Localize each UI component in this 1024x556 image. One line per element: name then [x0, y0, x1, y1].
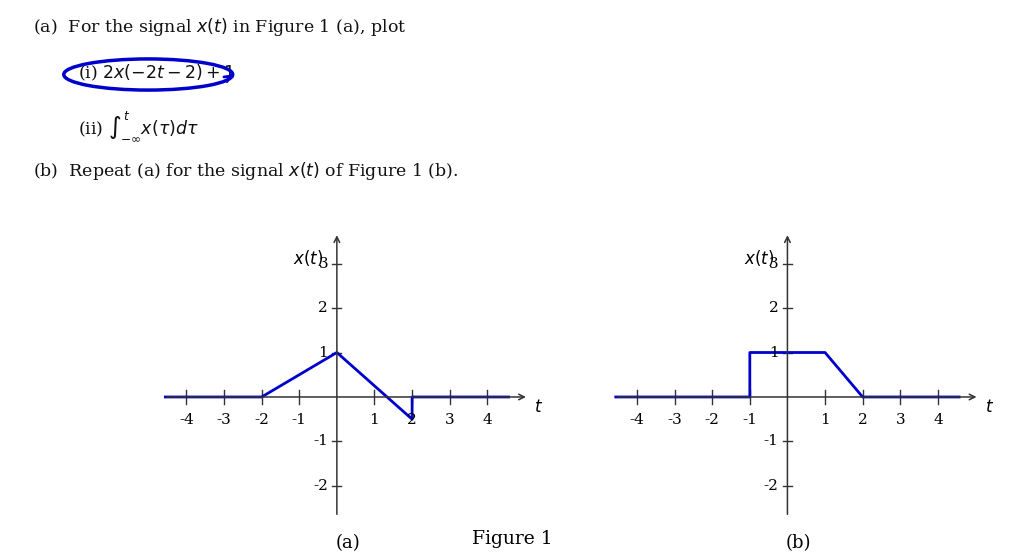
Text: 3: 3 — [444, 413, 455, 427]
Text: -1: -1 — [292, 413, 307, 427]
Text: 3: 3 — [318, 256, 328, 271]
Text: (a): (a) — [336, 534, 360, 553]
Text: 1: 1 — [769, 345, 778, 360]
Text: 3: 3 — [895, 413, 905, 427]
Text: $x(t)$: $x(t)$ — [743, 248, 774, 268]
Text: 2: 2 — [408, 413, 417, 427]
Text: 1: 1 — [370, 413, 379, 427]
Text: 2: 2 — [858, 413, 867, 427]
Text: -2: -2 — [764, 479, 778, 493]
Text: (a)  For the signal $x(t)$ in Figure 1 (a), plot: (a) For the signal $x(t)$ in Figure 1 (a… — [33, 16, 407, 38]
Text: -4: -4 — [179, 413, 194, 427]
Text: -2: -2 — [705, 413, 720, 427]
Text: -1: -1 — [313, 434, 328, 449]
Text: -1: -1 — [764, 434, 778, 449]
Text: $t$: $t$ — [535, 399, 544, 416]
Text: $x(t)$: $x(t)$ — [293, 248, 324, 268]
Text: 2: 2 — [769, 301, 778, 315]
Text: 4: 4 — [482, 413, 493, 427]
Text: Figure 1: Figure 1 — [472, 530, 552, 548]
Text: -2: -2 — [254, 413, 269, 427]
Text: -4: -4 — [630, 413, 644, 427]
Text: 1: 1 — [820, 413, 829, 427]
Text: -1: -1 — [742, 413, 758, 427]
Text: 4: 4 — [933, 413, 943, 427]
Text: (i) $2x(-2t-2)+1$: (i) $2x(-2t-2)+1$ — [78, 62, 234, 82]
Text: $t$: $t$ — [985, 399, 994, 416]
Text: 2: 2 — [318, 301, 328, 315]
Text: 3: 3 — [769, 256, 778, 271]
Text: -3: -3 — [217, 413, 231, 427]
Text: -2: -2 — [313, 479, 328, 493]
Text: -3: -3 — [668, 413, 682, 427]
Text: (ii) $\int_{-\infty}^{t} x(\tau)d\tau$: (ii) $\int_{-\infty}^{t} x(\tau)d\tau$ — [78, 109, 199, 143]
Text: (b)  Repeat (a) for the signal $x(t)$ of Figure 1 (b).: (b) Repeat (a) for the signal $x(t)$ of … — [33, 160, 459, 182]
Text: 1: 1 — [318, 345, 328, 360]
Text: (b): (b) — [786, 534, 811, 553]
